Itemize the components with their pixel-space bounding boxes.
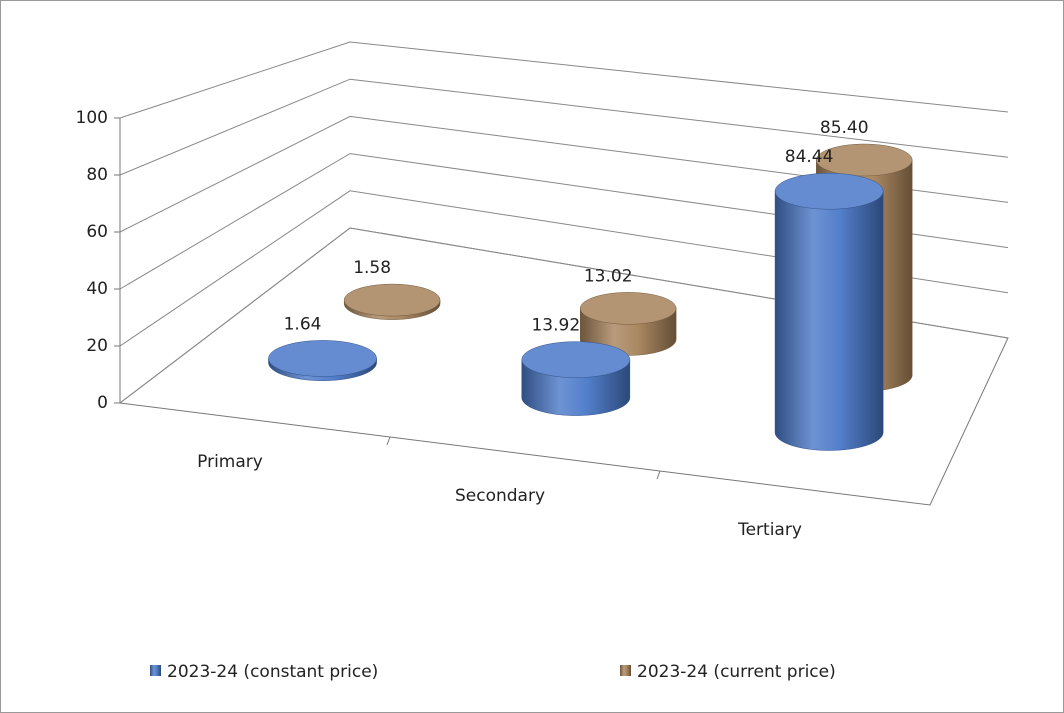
grid-line <box>119 78 1009 176</box>
data-label: 13.92 <box>531 316 580 336</box>
data-label: 1.58 <box>353 258 391 278</box>
cylinder-top <box>268 340 377 377</box>
cylinder-top <box>774 172 884 210</box>
cylinder <box>774 190 884 451</box>
x-tick <box>386 436 391 446</box>
legend-swatch <box>620 665 631 676</box>
y-tick-label: 20 <box>86 336 108 356</box>
grid-line <box>119 41 1009 119</box>
cylinder-top <box>816 143 913 177</box>
x-tick <box>656 470 661 480</box>
data-label: 1.64 <box>284 314 322 334</box>
legend-label: 2023-24 (constant price) <box>167 662 378 682</box>
grid-line <box>119 115 1009 233</box>
y-tick-label: 60 <box>86 222 108 242</box>
y-tick-label: 40 <box>86 279 108 299</box>
data-label: 85.40 <box>820 118 869 138</box>
x-tick-label: Primary <box>197 452 263 472</box>
cylinder-top <box>579 292 677 325</box>
y-tick-label: 0 <box>97 393 108 413</box>
y-tick-label: 100 <box>76 108 108 128</box>
data-label: 13.02 <box>584 266 633 286</box>
data-label: 84.44 <box>785 147 834 167</box>
cylinder-top <box>521 341 631 378</box>
x-tick-label: Secondary <box>455 486 545 506</box>
x-tick-label: Tertiary <box>737 520 802 540</box>
legend-label: 2023-24 (current price) <box>637 662 836 682</box>
cylinder-top <box>343 283 441 317</box>
y-tick-label: 80 <box>86 165 108 185</box>
legend-swatch <box>150 665 161 676</box>
